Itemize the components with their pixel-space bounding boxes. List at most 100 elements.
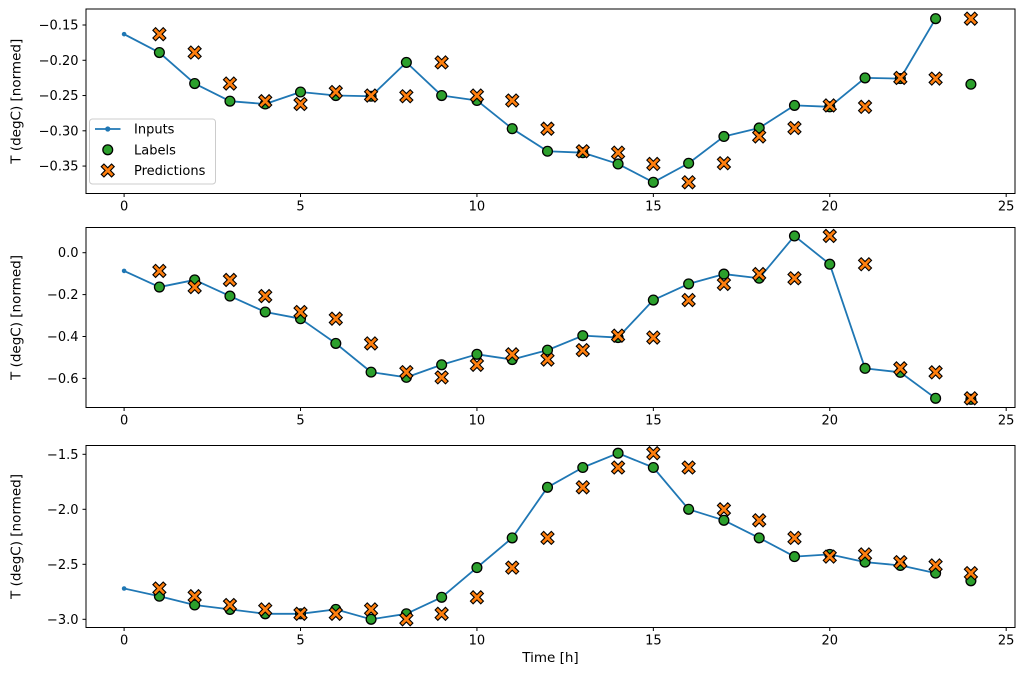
subplot-2-inputs-point [121, 268, 127, 274]
subplot-1-labels-point [153, 46, 165, 59]
subplot-1-inputs-line [123, 18, 937, 184]
subplot-1-ytick-label: −0.25 [39, 89, 79, 104]
subplot-1-labels-point [647, 176, 659, 188]
subplot-2-predictions-point [328, 311, 344, 326]
subplot-3-predictions-point [681, 460, 696, 475]
subplot-1-ylabel: T (degC) [normed] [9, 39, 25, 165]
subplot-1-predictions-point [399, 88, 414, 104]
subplot-3-inputs-series [121, 450, 938, 622]
subplot-3-labels-point [683, 503, 695, 515]
subplot-1-labels-point [683, 157, 695, 169]
subplot-1-predictions-point [293, 96, 308, 112]
subplot-2-labels-point [930, 392, 942, 404]
subplot-1-predictions-point [152, 26, 167, 42]
subplot-3-predictions-point [257, 602, 273, 617]
subplot-2-predictions-point [540, 352, 555, 367]
legend-item-label: Inputs [134, 123, 175, 138]
subplot-2-xtick-label: 20 [821, 414, 838, 429]
subplot-2-predictions-point [928, 365, 943, 380]
subplot-2-ytick-label: 0.0 [58, 246, 79, 261]
subplot-2-predictions-point [363, 336, 379, 351]
subplot-3-labels-point [753, 532, 765, 544]
subplot-1-labels-point [189, 77, 201, 90]
subplot-2-predictions-series [152, 228, 979, 406]
subplot-3-labels-point [612, 447, 624, 459]
subplot-1-predictions-point [822, 98, 838, 113]
subplot-3-xtick-label: 5 [296, 634, 304, 649]
subplot-3-labels-point [577, 461, 589, 474]
subplot-2-labels-point [153, 281, 165, 293]
subplot-2-xtick-label: 15 [645, 414, 662, 429]
subplot-2-predictions-point [434, 370, 449, 385]
subplot-2-predictions-point [399, 364, 414, 380]
subplot-3-predictions-point [575, 480, 591, 495]
subplot-1-predictions-point [963, 11, 979, 26]
subplot-2-predictions-point [610, 328, 626, 343]
subplot-1-predictions-point [469, 88, 485, 103]
subplot-3-ytick-label: −2.5 [47, 558, 79, 573]
subplot-1-predictions-point [610, 145, 626, 160]
subplot-1-predictions-point [928, 71, 943, 86]
subplot-3-ytick-label: −3.0 [47, 613, 79, 628]
subplot-3-xtick-label: 10 [469, 634, 486, 649]
subplot-3-labels-point [718, 514, 730, 526]
subplot-2-predictions-point [469, 357, 485, 373]
subplot-1-labels-point [400, 56, 412, 68]
subplot-3-predictions-point [751, 513, 767, 528]
subplot-3-predictions-point [469, 590, 485, 605]
subplot-1-labels-point [612, 158, 624, 170]
subplot-3-inputs-line [123, 452, 936, 621]
subplot-2-ytick-label: −0.4 [47, 330, 79, 345]
subplot-2-ytick-label: −0.6 [47, 372, 79, 387]
subplot-1-predictions-point [857, 99, 873, 115]
subplot-2-predictions-point [787, 270, 802, 286]
subplot-2-xtick-label: 5 [296, 414, 304, 429]
subplot-2-labels-point [788, 230, 801, 242]
subplot-1-xtick-label: 20 [821, 200, 838, 215]
subplot-2-predictions-point [681, 292, 696, 308]
subplot-2-predictions-point [504, 347, 520, 362]
subplot-1-labels-point [294, 86, 307, 98]
subplot-1-predictions-point [893, 70, 908, 86]
subplot-1-ytick-label: −0.30 [39, 124, 79, 139]
subplot-3-labels-point [436, 591, 448, 603]
subplot-1-predictions-point [434, 55, 449, 70]
legend-item-inputs: Inputs [95, 123, 175, 138]
subplot-1-xtick-label: 15 [645, 200, 662, 215]
subplot-2-labels-point [436, 359, 448, 371]
subplot-1-xtick-label: 0 [120, 200, 128, 215]
subplot-2-xtick-label: 0 [120, 414, 128, 429]
subplot-2-predictions-point [575, 342, 591, 358]
subplot-1-predictions-point [787, 120, 802, 136]
subplot-3-ylabel: T (degC) [normed] [9, 474, 25, 600]
legend-inputs-dot-sample [105, 126, 111, 132]
legend-box [89, 118, 216, 185]
subplot-3-predictions-point [540, 530, 555, 546]
legend-item-predictions: Predictions [100, 163, 206, 179]
subplot-2-predictions-point [646, 330, 661, 345]
subplot-3-xtick-label: 20 [821, 634, 838, 649]
subplot-3-predictions-point [963, 565, 979, 581]
subplot-1-labels-point [436, 89, 448, 102]
subplot-1-inputs-point [121, 31, 127, 37]
legend-labels-marker-sample [102, 144, 114, 156]
subplot-1-predictions-point [646, 156, 661, 172]
subplot-3-predictions-point [646, 445, 661, 461]
subplot-3-labels-point [365, 613, 377, 625]
subplot-1-predictions-point [257, 93, 273, 109]
subplot-1-labels-series [153, 13, 977, 188]
subplot-3-labels-point [647, 461, 659, 474]
subplot-2-labels-point [859, 362, 871, 374]
subplot-3-labels-point [788, 551, 801, 563]
subplot-3-labels-point [506, 532, 518, 544]
subplot-2-inputs-series [121, 233, 938, 401]
subplot-3-ytick-label: −1.5 [47, 448, 79, 463]
subplot-2-labels-point [330, 337, 342, 349]
subplot-3-xtick-label: 0 [120, 634, 128, 649]
xaxis-title: Time [h] [521, 650, 578, 666]
subplot-2-predictions-point [257, 288, 273, 304]
subplot-2-labels-point [471, 348, 483, 360]
subplot-1-inputs-series [121, 16, 938, 185]
legend-predictions-marker-sample [100, 163, 116, 178]
